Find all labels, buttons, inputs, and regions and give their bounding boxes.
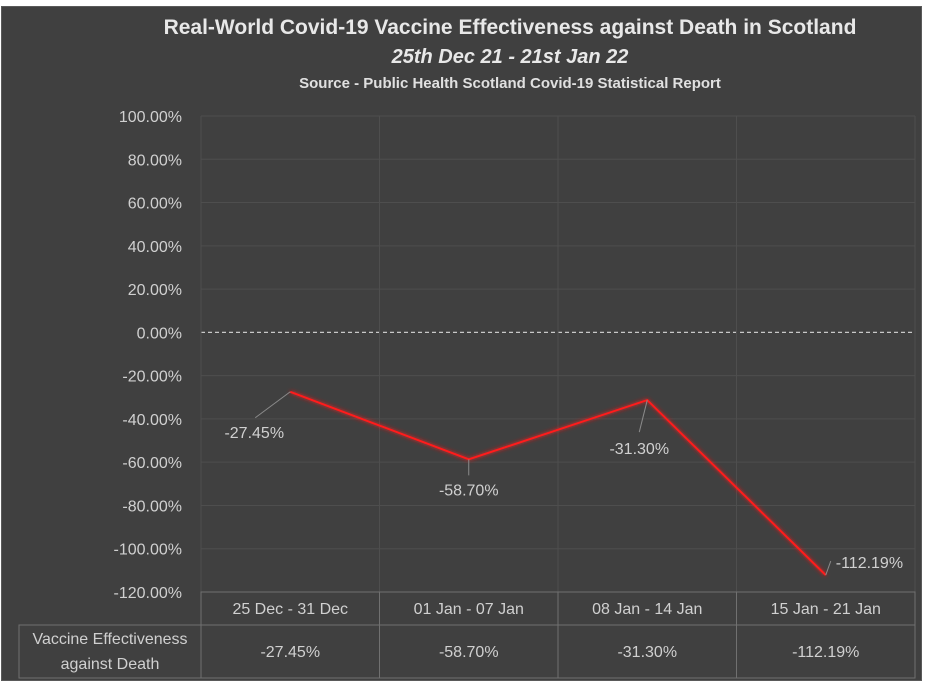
x-category-label: 15 Jan - 21 Jan [771,601,881,618]
y-tick-label: -60.00% [122,455,182,472]
y-tick-label: -100.00% [114,542,183,559]
data-label: -27.45% [224,425,284,442]
table-value-cell: -31.30% [617,644,677,661]
y-axis: 100.00% 80.00% 60.00% 40.00% 20.00% 0.00% -20.… [114,109,183,602]
y-tick-label: 40.00% [128,239,182,256]
leader-line [638,399,648,433]
y-tick-label: -40.00% [122,412,182,429]
data-table: 25 Dec - 31 Dec 01 Jan - 07 Jan 08 Jan - 1… [18,591,916,679]
y-tick-label: 20.00% [128,282,182,299]
leader-line [825,560,832,576]
y-tick-label: -20.00% [122,369,182,386]
chart-title: Real-World Covid-19 Vaccine Effectivenes… [164,16,857,39]
data-label: -112.19% [836,555,903,572]
x-category-label: 25 Dec - 31 Dec [232,601,348,618]
chart-source: Source - Public Health Scotland Covid-19… [299,75,721,92]
data-label: -58.70% [439,482,499,499]
y-tick-label: -80.00% [122,498,182,515]
x-category-label: 08 Jan - 14 Jan [592,601,702,618]
y-tick-label: 100.00% [119,109,182,126]
series-name-label: against Death [61,656,160,673]
chart-subtitle: 25th Dec 21 - 21st Jan 22 [391,46,629,68]
data-label: -31.30% [609,441,669,458]
y-tick-label: -120.00% [114,585,183,602]
y-tick-label: 80.00% [128,152,182,169]
x-category-label: 01 Jan - 07 Jan [414,601,524,618]
table-value-cell: -27.45% [260,644,320,661]
y-tick-label: 0.00% [137,325,182,342]
table-value-cell: -112.19% [792,644,859,661]
series-line [289,390,827,576]
leader-line [254,391,291,419]
gridlines [200,115,916,593]
chart-frame [1,6,922,681]
series: -27.45% -58.70% -31.30% -112.19% [224,390,903,576]
table-value-cell: -58.70% [439,644,499,661]
y-tick-label: 60.00% [128,196,182,213]
series-name-label: Vaccine Effectiveness [32,631,187,648]
